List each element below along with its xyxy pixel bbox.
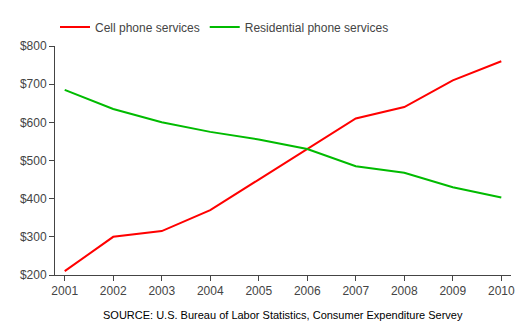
svg-text:2010: 2010 <box>488 284 515 298</box>
svg-text:$700: $700 <box>20 77 47 91</box>
svg-text:2006: 2006 <box>294 284 321 298</box>
svg-text:$300: $300 <box>20 230 47 244</box>
svg-text:2009: 2009 <box>439 284 466 298</box>
svg-text:$500: $500 <box>20 154 47 168</box>
svg-text:$600: $600 <box>20 116 47 130</box>
svg-text:SOURCE: U.S. Bureau of Labor S: SOURCE: U.S. Bureau of Labor Statistics,… <box>103 309 463 321</box>
svg-text:2004: 2004 <box>197 284 224 298</box>
svg-text:Residential phone services: Residential phone services <box>245 21 388 35</box>
svg-text:2003: 2003 <box>148 284 175 298</box>
svg-text:2007: 2007 <box>342 284 369 298</box>
svg-text:2008: 2008 <box>391 284 418 298</box>
svg-text:Cell phone services: Cell phone services <box>95 21 200 35</box>
svg-text:2002: 2002 <box>100 284 127 298</box>
svg-text:$400: $400 <box>20 192 47 206</box>
svg-text:$800: $800 <box>20 39 47 53</box>
svg-text:$200: $200 <box>20 268 47 282</box>
svg-text:2001: 2001 <box>51 284 78 298</box>
svg-text:2005: 2005 <box>245 284 272 298</box>
